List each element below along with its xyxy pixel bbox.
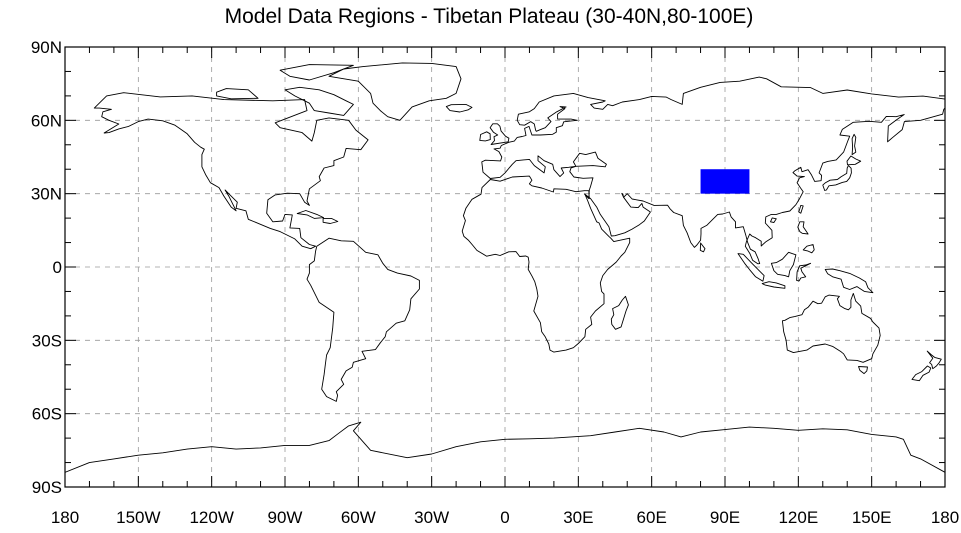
landmass-ellesmere-island [279,64,354,81]
landmass-tasmania [858,366,868,375]
landmass-nz-north [926,350,942,370]
landmass-ireland [479,131,491,142]
landmass-africa [461,175,631,353]
landmass-sakhalin [851,133,857,156]
lat-label: 90N [31,38,62,57]
landmass-sumatra [737,253,765,282]
landmass-north-america [93,92,369,250]
lon-label: 30E [563,508,593,527]
lat-label: 90S [32,478,62,497]
axis-labels: 180 150W 120W 90W 60W 30W 0 30E 60E 90E 120E 150E 18… [31,38,959,527]
landmass-greenland [328,62,462,121]
landmass-taiwan [798,204,804,214]
landmass-hispaniola [322,217,339,224]
coastlines [65,62,945,487]
landmass-luzon [797,221,809,235]
landmass-borneo [770,251,797,278]
lat-label: 30N [31,185,62,204]
lon-label: 120W [189,508,233,527]
map-title: Model Data Regions - Tibetan Plateau (30… [225,5,754,28]
lon-label: 150E [852,508,892,527]
landmass-south-america [306,237,420,402]
lat-label: 30S [32,331,62,350]
lat-label: 60N [31,111,62,130]
landmass-hokkaido [846,155,862,166]
landmass-sulawesi [796,262,812,282]
landmass-sri-lanka [699,242,706,253]
landmass-iceland [445,103,473,113]
landmass-arabia-gulf-fix [621,192,625,198]
landmass-java [761,281,786,289]
lat-label: 60S [32,405,62,424]
landmass-japan-honshu [822,165,852,191]
lon-label: 60W [341,508,376,527]
landmass-madagascar [610,295,629,330]
lon-label: 180 [51,508,79,527]
landmass-australia [781,292,881,363]
lon-label: 0 [500,508,509,527]
landmass-baffin-island [284,86,354,116]
lat-label: 0 [53,258,62,277]
lon-label: 30W [414,508,449,527]
landmass-nz-south [911,365,932,382]
landmass-mindanao [802,244,815,254]
landmass-victoria-island [216,88,259,100]
axis-ticks [64,46,946,488]
landmass-antarctica [65,421,945,487]
region-layer [700,169,750,194]
landmass-cuba [296,210,325,219]
lon-label: 180 [931,508,959,527]
landmass-great-britain [489,123,510,145]
lon-label: 150W [116,508,160,527]
lon-label: 120E [778,508,818,527]
lon-label: 90E [710,508,740,527]
landmass-hainan [770,217,777,223]
lon-label: 60E [637,508,667,527]
lon-label: 90W [268,508,303,527]
graticule [65,47,945,487]
tibetan-plateau-region [700,169,750,194]
landmass-new-guinea [824,268,874,294]
